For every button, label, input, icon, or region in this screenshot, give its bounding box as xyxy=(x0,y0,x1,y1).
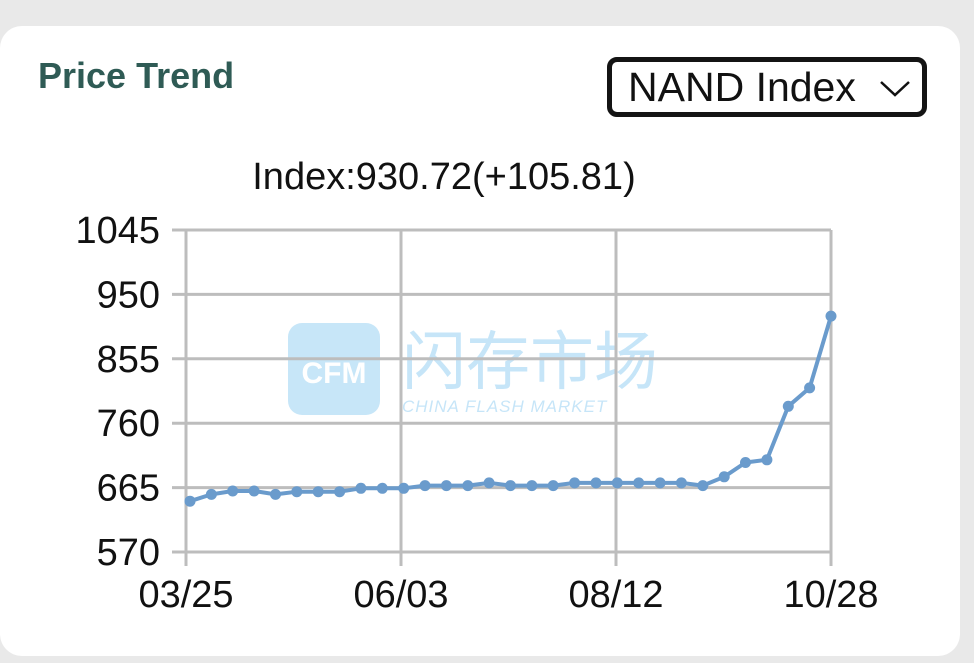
chevron-down-icon xyxy=(880,81,910,97)
data-point[interactable] xyxy=(740,457,751,468)
y-tick-label: 1045 xyxy=(75,210,160,252)
data-point[interactable] xyxy=(569,477,581,489)
data-point[interactable] xyxy=(291,486,303,498)
data-point[interactable] xyxy=(718,471,730,483)
y-tick-label: 855 xyxy=(97,339,160,381)
y-tick-label: 570 xyxy=(97,532,160,574)
data-point[interactable] xyxy=(355,482,367,494)
x-tick-label: 03/25 xyxy=(138,574,233,616)
index-selector[interactable]: NAND Index xyxy=(607,57,927,117)
data-point[interactable] xyxy=(825,310,837,322)
data-point[interactable] xyxy=(248,485,260,497)
data-point[interactable] xyxy=(312,486,324,498)
y-tick-label: 760 xyxy=(97,403,160,445)
watermark-name: 闪存市场 xyxy=(402,326,658,400)
data-point[interactable] xyxy=(611,477,623,489)
data-point[interactable] xyxy=(697,480,709,492)
data-point[interactable] xyxy=(270,488,281,500)
data-point[interactable] xyxy=(184,495,196,507)
chart-title: Index:930.72(+105.81) xyxy=(252,156,635,198)
page-title: Price Trend xyxy=(38,55,235,96)
watermark-logo-badge xyxy=(288,323,380,415)
x-tick-label: 06/03 xyxy=(353,574,448,616)
data-point[interactable] xyxy=(761,454,773,466)
data-point[interactable] xyxy=(804,382,816,394)
y-tick-label: 665 xyxy=(97,468,160,510)
data-point[interactable] xyxy=(227,485,239,497)
data-point[interactable] xyxy=(483,477,495,489)
data-point[interactable] xyxy=(654,477,666,489)
data-point[interactable] xyxy=(505,480,516,492)
index-selector-value: NAND Index xyxy=(628,63,856,110)
data-point[interactable] xyxy=(782,400,794,412)
data-point[interactable] xyxy=(462,480,474,492)
data-point[interactable] xyxy=(633,477,645,489)
y-tick-label: 950 xyxy=(97,274,160,316)
watermark-subtitle: CHINA FLASH MARKET xyxy=(402,397,608,416)
data-point[interactable] xyxy=(547,480,559,492)
watermark-logo-text: CFM xyxy=(302,357,367,390)
data-point[interactable] xyxy=(675,477,687,489)
data-point[interactable] xyxy=(205,488,217,500)
data-point[interactable] xyxy=(526,480,538,492)
data-point[interactable] xyxy=(334,486,346,498)
x-tick-label: 10/28 xyxy=(783,574,878,616)
data-point[interactable] xyxy=(590,477,602,489)
data-point[interactable] xyxy=(419,480,431,492)
x-tick-label: 08/12 xyxy=(568,574,663,616)
data-point[interactable] xyxy=(376,482,388,494)
data-point[interactable] xyxy=(398,482,410,494)
data-point[interactable] xyxy=(440,480,452,492)
